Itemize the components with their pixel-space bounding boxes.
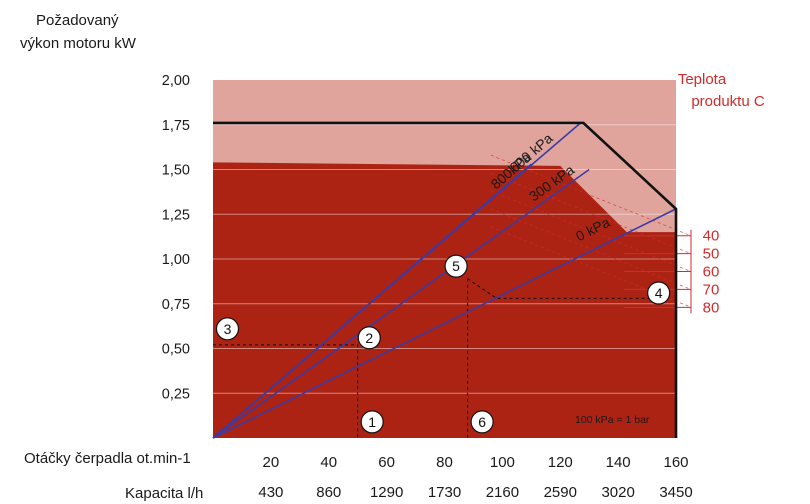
- y-tick-0: 2,00: [162, 73, 190, 89]
- guide-lines: [213, 278, 671, 438]
- y-axis-label-line-1: Požadovaný: [36, 12, 119, 29]
- temperature-label-line-1: Teplota: [678, 71, 727, 88]
- y-tick-1: 1,75: [162, 118, 190, 134]
- y-axis-label-line-2: výkon motoru kW: [20, 35, 137, 52]
- y-tick-5: 0,75: [162, 297, 190, 313]
- y-tick-3: 1,25: [162, 207, 190, 223]
- x-capacity-tick-2160: 2160: [486, 484, 519, 501]
- limit-outline: [213, 121, 678, 438]
- y-tick-2: 1,50: [162, 163, 190, 179]
- marker-2: 2: [357, 326, 381, 350]
- marker-label-6: 6: [478, 414, 486, 430]
- temperature-tick-70: 70: [703, 281, 720, 298]
- pressure-line-2: [212, 122, 582, 439]
- y-tick-labels: 2,00 1,75 1,50 1,25 1,00 0,75 0,50 0,25: [162, 73, 190, 402]
- y-tick-6: 0,50: [162, 342, 190, 358]
- x-capacity-tick-3020: 3020: [601, 484, 634, 501]
- x-rpm-tick-100: 100: [490, 454, 515, 471]
- pressure-lines: [212, 122, 677, 439]
- marker-label-4: 4: [655, 285, 663, 301]
- unit-note: 100 kPa = 1 bar: [575, 414, 650, 426]
- x-capacity-tick-1730: 1730: [428, 484, 461, 501]
- y-tick-4: 1,00: [162, 252, 190, 268]
- grid-lines: [213, 124, 676, 394]
- x-axis-rpm-label: Otáčky čerpadla ot.min-1: [24, 450, 191, 467]
- x-capacity-tick-860: 860: [316, 484, 341, 501]
- marker-6: 6: [470, 410, 494, 434]
- x-axis-capacity-label: Kapacita l/h: [125, 485, 203, 502]
- marker-circle-4: [647, 281, 671, 305]
- temperature-tick-40: 40: [703, 228, 720, 245]
- x-tick-labels: 20 430 40 860 60 1290 80 1730 100 2160 120 2590 140 3…: [258, 454, 692, 501]
- marker-circle-1: [360, 410, 384, 434]
- x-capacity-tick-1290: 1290: [370, 484, 403, 501]
- marker-4: 4: [647, 281, 671, 305]
- x-rpm-tick-120: 120: [548, 454, 573, 471]
- x-capacity-tick-430: 430: [258, 484, 283, 501]
- marker-label-3: 3: [224, 321, 232, 337]
- marker-circle-3: [215, 317, 240, 341]
- temperature-region: [213, 162, 676, 438]
- x-rpm-tick-80: 80: [436, 454, 453, 471]
- marker-circle-2: [357, 326, 381, 350]
- marker-circle-5: [444, 254, 468, 278]
- x-rpm-tick-60: 60: [378, 454, 395, 471]
- x-rpm-tick-160: 160: [663, 454, 688, 471]
- x-rpm-tick-20: 20: [263, 454, 280, 471]
- pressure-line-4: [212, 208, 677, 439]
- x-rpm-tick-40: 40: [320, 454, 337, 471]
- step-markers: 1 2 3 4 5 6: [215, 254, 671, 434]
- marker-label-2: 2: [365, 330, 373, 346]
- marker-circle-6: [470, 410, 494, 434]
- marker-5: 5: [444, 254, 468, 278]
- guide-line-1: [213, 344, 359, 438]
- pressure-line-3: [212, 168, 590, 439]
- temperature-tick-60: 60: [703, 264, 720, 281]
- marker-1: 1: [360, 410, 384, 434]
- guide-line-3: [467, 278, 671, 299]
- x-rpm-tick-140: 140: [606, 454, 631, 471]
- y-tick-7: 0,25: [162, 386, 190, 402]
- marker-label-5: 5: [452, 258, 460, 274]
- x-capacity-tick-3450: 3450: [659, 484, 692, 501]
- temperature-tick-50: 50: [703, 246, 720, 263]
- marker-label-1: 1: [368, 414, 376, 430]
- marker-3: 3: [215, 317, 240, 341]
- temperature-tick-80: 80: [703, 299, 720, 316]
- x-capacity-tick-2590: 2590: [544, 484, 577, 501]
- temperature-label-line-2: produktu C: [691, 93, 765, 110]
